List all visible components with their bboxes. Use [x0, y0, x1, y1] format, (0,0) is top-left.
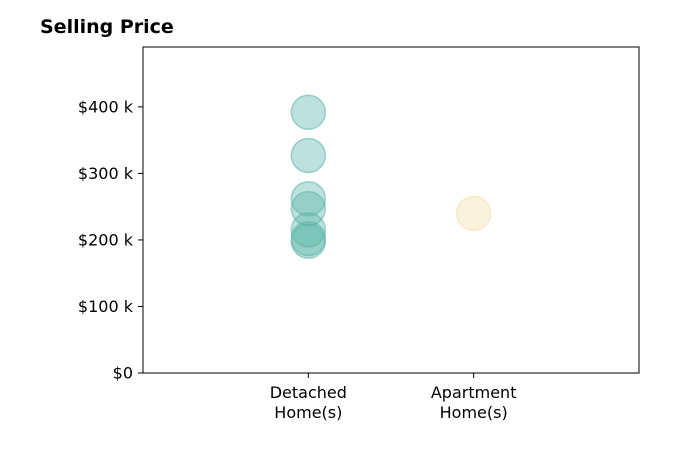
data-points: [290, 94, 492, 260]
data-point: [290, 223, 327, 260]
plot-frame: [142, 46, 640, 374]
x-tick-label: Apartment Home(s): [431, 383, 517, 422]
data-point: [290, 190, 327, 227]
data-point: [290, 137, 327, 174]
y-tick-label: $200 k: [78, 230, 134, 249]
data-point: [290, 212, 327, 248]
x-tick-label: Detached Home(s): [270, 383, 347, 422]
y-tick-label: $300 k: [78, 164, 134, 183]
chart-title: Selling Price: [40, 16, 174, 38]
y-tick-label: $100 k: [78, 297, 134, 316]
data-point: [455, 195, 492, 232]
y-tick-label: $400 k: [78, 97, 134, 116]
data-point: [290, 94, 327, 130]
y-tick-label: $0: [113, 364, 133, 383]
x-axis: Detached Home(s) Apartment Home(s): [270, 373, 517, 422]
y-axis: $0 $100 k $200 k $300 k $400 k: [78, 97, 143, 383]
data-point: [290, 180, 327, 217]
